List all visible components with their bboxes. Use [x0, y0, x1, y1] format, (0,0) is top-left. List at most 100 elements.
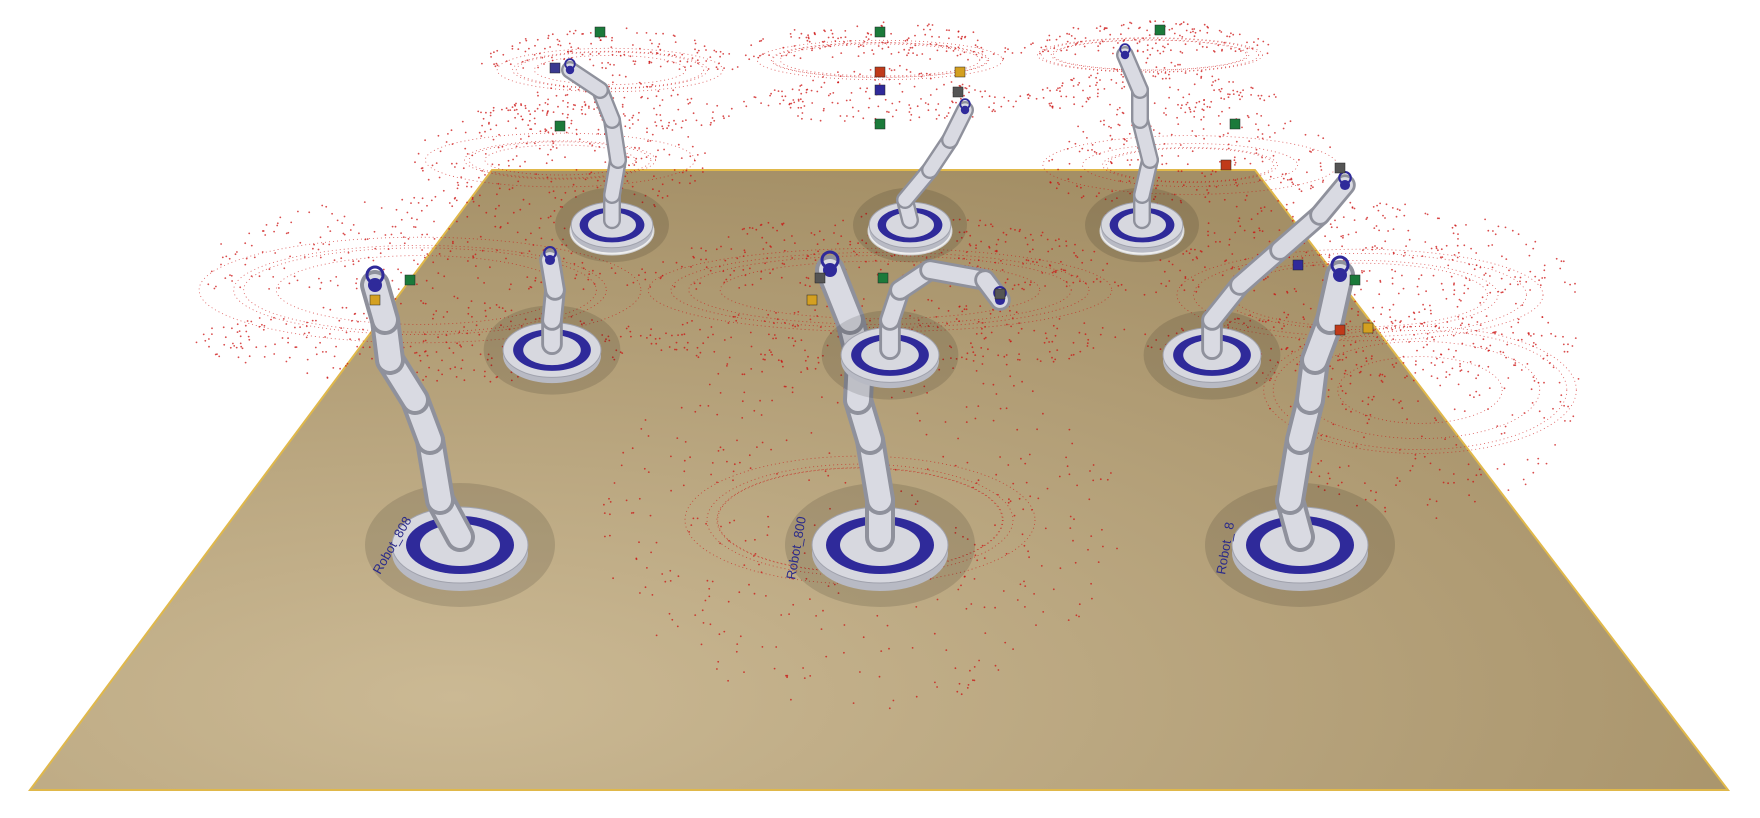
trajectory-point [992, 419, 995, 422]
trajectory-point [1479, 302, 1482, 304]
trajectory-point [570, 119, 573, 122]
trajectory-point [754, 553, 757, 555]
trajectory-point [650, 51, 652, 54]
trajectory-point [1044, 285, 1046, 287]
trajectory-point [988, 95, 991, 98]
trajectory-point [322, 306, 325, 309]
trajectory-point [1076, 256, 1079, 259]
trajectory-point [432, 261, 435, 264]
trajectory-point [1227, 132, 1229, 135]
trajectory-point [1192, 279, 1194, 281]
trajectory-point [770, 351, 772, 353]
trajectory-point [505, 257, 507, 260]
trajectory-point [426, 354, 429, 357]
trajectory-point [1001, 269, 1004, 271]
trajectory-point [1366, 422, 1369, 425]
trajectory-point [773, 89, 776, 91]
trajectory-point [519, 165, 521, 168]
trajectory-point [497, 182, 500, 185]
trajectory-arc [716, 467, 1004, 573]
trajectory-point [498, 306, 501, 309]
trajectory-point [1530, 335, 1532, 337]
trajectory-point [1517, 283, 1519, 286]
trajectory-point [442, 189, 445, 192]
trajectory-point [735, 650, 738, 653]
trajectory-point [1057, 168, 1059, 171]
trajectory-point [498, 187, 501, 190]
trajectory-point [478, 131, 481, 134]
trajectory-point [462, 167, 465, 170]
trajectory-point [1364, 482, 1366, 484]
trajectory-point [628, 119, 631, 121]
trajectory-point [978, 659, 980, 662]
trajectory-point [1465, 224, 1467, 226]
trajectory-point [961, 83, 964, 86]
trajectory-point [1457, 383, 1460, 386]
trajectory-point [1403, 214, 1406, 217]
trajectory-point [597, 128, 600, 131]
trajectory-point [1426, 504, 1429, 506]
trajectory-point [927, 103, 930, 106]
trajectory-point [866, 87, 868, 90]
trajectory-point [692, 112, 695, 115]
trajectory-point [413, 196, 416, 199]
trajectory-point [1215, 185, 1218, 188]
trajectory-point [222, 326, 225, 329]
trajectory-point [697, 62, 699, 65]
trajectory-point [707, 336, 709, 339]
trajectory-point [828, 452, 831, 454]
trajectory-point [859, 44, 862, 47]
trajectory-point [1024, 585, 1027, 587]
trajectory-point [1365, 218, 1368, 221]
trajectory-point [970, 603, 973, 605]
trajectory-point [366, 317, 368, 320]
trajectory-point [574, 29, 577, 32]
trajectory-point [636, 32, 638, 34]
trajectory-point [1402, 287, 1405, 290]
trajectory-point [1237, 220, 1240, 223]
trajectory-point [984, 224, 987, 227]
trajectory-point [1106, 262, 1109, 265]
trajectory-point [984, 632, 987, 634]
trajectory-point [1206, 105, 1209, 108]
trajectory-point [490, 56, 492, 58]
trajectory-point [1161, 154, 1163, 157]
trajectory-point [494, 225, 497, 228]
trajectory-point [982, 355, 984, 358]
trajectory-point [1012, 648, 1014, 650]
trajectory-point [1277, 321, 1280, 323]
trajectory-point [335, 276, 338, 278]
trajectory-point [1029, 94, 1031, 97]
trajectory-point [800, 92, 803, 95]
trajectory-point [507, 109, 510, 112]
trajectory-point [949, 285, 952, 288]
trajectory-point [1472, 480, 1475, 483]
trajectory-point [984, 336, 987, 339]
trajectory-point [1438, 327, 1440, 329]
trajectory-point [1569, 283, 1571, 286]
trajectory-point [1266, 52, 1269, 55]
trajectory-point [1378, 374, 1381, 377]
trajectory-point [336, 284, 339, 287]
trajectory-point [587, 278, 590, 281]
trajectory-point [1228, 244, 1231, 246]
trajectory-point [909, 71, 912, 73]
trajectory-point [638, 81, 641, 84]
trajectory-point [1045, 337, 1048, 340]
trajectory-point [1258, 179, 1261, 182]
trajectory-point [694, 614, 697, 616]
trajectory-point [1163, 112, 1165, 114]
trajectory-point [993, 102, 995, 104]
trajectory-point [397, 268, 399, 271]
trajectory-point [1174, 65, 1176, 67]
trajectory-point [686, 341, 689, 344]
trajectory-point [1072, 77, 1075, 80]
trajectory-point [764, 353, 766, 356]
trajectory-point [1042, 412, 1044, 415]
trajectory-point [1244, 199, 1247, 201]
trajectory-point [1280, 181, 1282, 184]
trajectory-point [1004, 50, 1006, 53]
trajectory-point [609, 63, 612, 66]
trajectory-point [1154, 20, 1157, 23]
trajectory-point [1122, 75, 1124, 78]
